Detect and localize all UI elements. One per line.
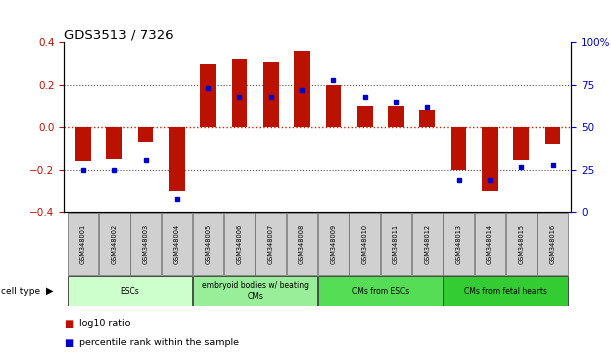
Bar	[420, 110, 435, 127]
Text: GSM348010: GSM348010	[362, 224, 368, 264]
Text: GSM348014: GSM348014	[487, 224, 493, 264]
Bar	[537, 213, 568, 275]
Text: GSM348007: GSM348007	[268, 224, 274, 264]
Bar	[263, 62, 279, 127]
Bar	[443, 276, 568, 306]
Text: GSM348015: GSM348015	[518, 224, 524, 264]
Bar	[357, 106, 373, 127]
Bar	[99, 213, 130, 275]
Text: ESCs: ESCs	[120, 287, 139, 296]
Bar	[137, 127, 153, 142]
Text: CMs from fetal hearts: CMs from fetal hearts	[464, 287, 547, 296]
Text: GSM348008: GSM348008	[299, 224, 305, 264]
Text: GSM348004: GSM348004	[174, 224, 180, 264]
Text: GSM348013: GSM348013	[456, 224, 461, 264]
Bar	[326, 85, 341, 127]
Bar	[295, 51, 310, 127]
Text: GDS3513 / 7326: GDS3513 / 7326	[64, 28, 174, 41]
Text: GSM348012: GSM348012	[424, 224, 430, 264]
Text: GSM348011: GSM348011	[393, 224, 399, 264]
Bar	[451, 127, 466, 170]
Bar	[443, 213, 474, 275]
Bar	[388, 106, 404, 127]
Bar	[287, 213, 317, 275]
Text: GSM348009: GSM348009	[331, 224, 337, 264]
Bar	[106, 127, 122, 159]
Text: GSM348005: GSM348005	[205, 224, 211, 264]
Text: log10 ratio: log10 ratio	[79, 319, 131, 329]
Bar	[506, 213, 536, 275]
Bar	[544, 127, 560, 144]
Bar	[193, 276, 317, 306]
Bar	[513, 127, 529, 160]
Text: percentile rank within the sample: percentile rank within the sample	[79, 338, 240, 347]
Bar	[232, 59, 247, 127]
Text: ■: ■	[64, 338, 73, 348]
Text: ■: ■	[64, 319, 73, 329]
Bar	[68, 213, 98, 275]
Bar	[169, 127, 185, 191]
Text: ▶: ▶	[46, 286, 54, 296]
Text: cell type: cell type	[1, 287, 40, 296]
Text: GSM348003: GSM348003	[142, 224, 148, 264]
Bar	[200, 64, 216, 127]
Bar	[482, 127, 498, 191]
Bar	[161, 213, 192, 275]
Text: GSM348001: GSM348001	[80, 224, 86, 264]
Bar	[255, 213, 286, 275]
Bar	[75, 127, 91, 161]
Bar	[318, 213, 349, 275]
Bar	[193, 213, 224, 275]
Bar	[68, 276, 192, 306]
Text: GSM348016: GSM348016	[549, 224, 555, 264]
Text: embryoid bodies w/ beating
CMs: embryoid bodies w/ beating CMs	[202, 281, 309, 301]
Bar	[381, 213, 411, 275]
Bar	[412, 213, 442, 275]
Bar	[224, 213, 255, 275]
Text: GSM348002: GSM348002	[111, 224, 117, 264]
Bar	[349, 213, 380, 275]
Bar	[130, 213, 161, 275]
Text: CMs from ESCs: CMs from ESCs	[352, 287, 409, 296]
Bar	[318, 276, 442, 306]
Bar	[475, 213, 505, 275]
Text: GSM348006: GSM348006	[236, 224, 243, 264]
